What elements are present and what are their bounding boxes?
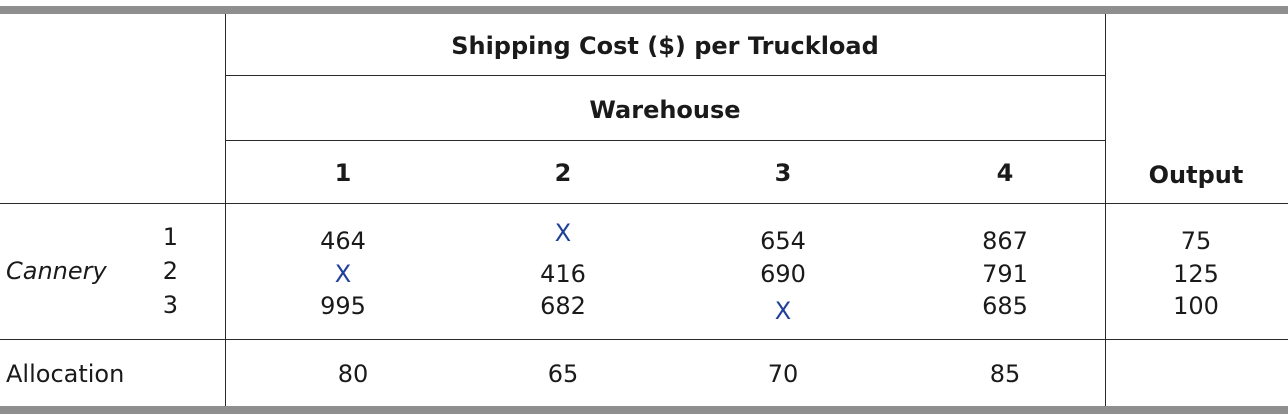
left-divider <box>225 14 226 406</box>
col-header-output: Output <box>1148 161 1244 189</box>
col-header-warehouse-4: 4 <box>996 159 1014 187</box>
cost-cell-r2-c1: X <box>334 260 352 288</box>
row-group-label-cannery: Cannery <box>6 257 107 285</box>
output-cell-r1: 75 <box>1180 227 1212 255</box>
allocation-label: Allocation <box>6 360 125 388</box>
cost-cell-r3-c4: 685 <box>982 292 1028 320</box>
row-label-3: 3 <box>162 291 178 319</box>
allocation-cell-4: 85 <box>989 360 1021 388</box>
cost-cell-r3-c3: X <box>774 297 792 325</box>
cost-cell-r3-c2: 682 <box>540 292 586 320</box>
row-label-2: 2 <box>162 257 178 285</box>
cost-cell-r1-c3: 654 <box>760 227 806 255</box>
cost-cell-r1-c1: 464 <box>320 227 366 255</box>
allocation-cell-1: 80 <box>337 360 369 388</box>
allocation-cell-3: 70 <box>767 360 799 388</box>
col-header-warehouse-3: 3 <box>774 159 792 187</box>
col-header-warehouse-1: 1 <box>334 159 352 187</box>
cost-cell-r1-c2: X <box>554 219 572 247</box>
table-title: Shipping Cost ($) per Truckload <box>451 32 879 60</box>
output-cell-r3: 100 <box>1173 292 1219 320</box>
allocation-separator <box>0 339 1288 340</box>
cost-cell-r3-c1: 995 <box>320 292 366 320</box>
group-underline <box>225 140 1105 141</box>
bottom-rule <box>0 406 1288 414</box>
col-header-warehouse-2: 2 <box>554 159 572 187</box>
cost-cell-r2-c2: 416 <box>540 260 586 288</box>
output-cell-r2: 125 <box>1173 260 1219 288</box>
header-underline <box>0 203 1288 204</box>
top-rule <box>0 6 1288 14</box>
allocation-cell-2: 65 <box>547 360 579 388</box>
right-divider <box>1105 14 1106 406</box>
cost-cell-r1-c4: 867 <box>982 227 1028 255</box>
cost-cell-r2-c3: 690 <box>760 260 806 288</box>
row-label-1: 1 <box>162 223 178 251</box>
warehouse-header: Warehouse <box>589 96 741 124</box>
title-underline <box>225 75 1105 76</box>
cost-cell-r2-c4: 791 <box>982 260 1028 288</box>
